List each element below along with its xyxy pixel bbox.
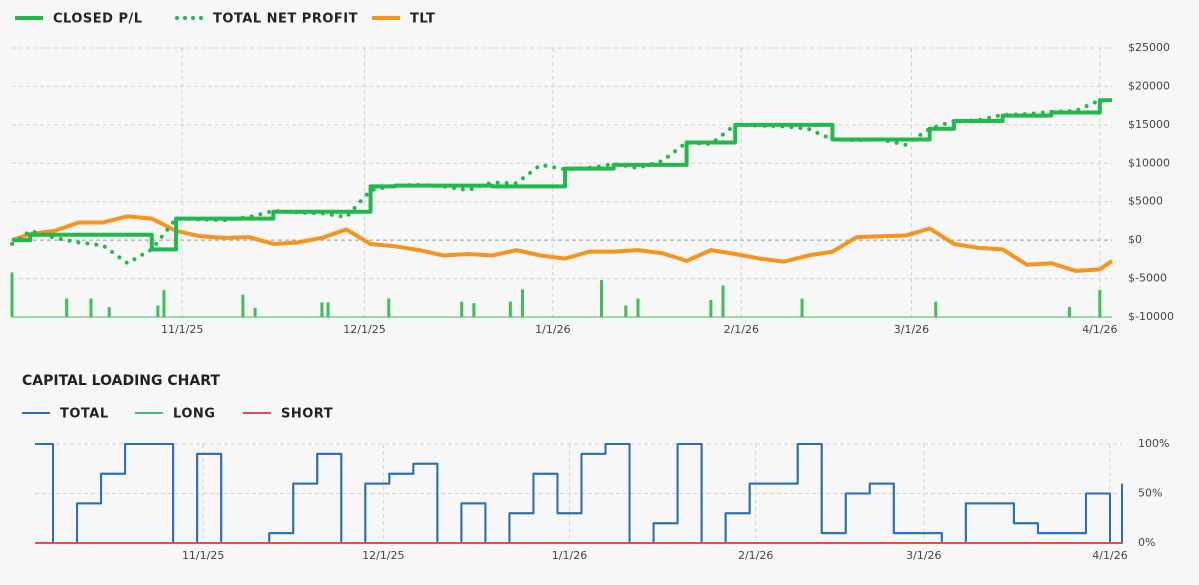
bar — [600, 280, 604, 317]
y-tick-label: 100% — [1138, 437, 1169, 450]
x-tick-label: 3/1/26 — [906, 549, 941, 562]
bar — [800, 298, 804, 317]
bar — [10, 272, 14, 317]
x-tick-label: 11/1/25 — [161, 323, 203, 336]
bar — [107, 307, 111, 317]
x-tick-label: 1/1/26 — [552, 549, 587, 562]
legend-label: SHORT — [281, 407, 333, 422]
bar — [65, 298, 69, 317]
y-tick-label: 0% — [1138, 536, 1155, 549]
x-tick-label: 1/1/26 — [535, 323, 570, 336]
x-tick-label: 2/1/26 — [738, 549, 773, 562]
series-line — [12, 98, 1112, 252]
y-tick-label: $-5000 — [1128, 272, 1167, 285]
chart-title: CAPITAL LOADING CHART — [22, 373, 220, 389]
y-tick-label: $20000 — [1128, 79, 1170, 92]
bar — [460, 301, 464, 317]
bar — [387, 298, 391, 317]
series-line — [11, 214, 1114, 273]
bar — [162, 290, 166, 317]
bar — [1098, 290, 1102, 317]
x-tick-label: 4/1/26 — [1082, 323, 1117, 336]
legend-label: TLT — [410, 12, 435, 27]
bar — [326, 302, 330, 317]
bar — [624, 305, 628, 317]
bar — [320, 302, 324, 317]
legend-label: TOTAL NET PROFIT — [213, 12, 358, 27]
bar — [89, 298, 93, 317]
x-tick-label: 12/1/25 — [343, 323, 385, 336]
legend-label: CLOSED P/L — [53, 12, 143, 27]
bar — [241, 294, 245, 317]
y-tick-label: $15000 — [1128, 118, 1170, 131]
bar — [721, 285, 725, 317]
bar — [472, 303, 476, 317]
bar — [709, 300, 713, 317]
y-tick-label: $0 — [1128, 233, 1142, 246]
x-tick-label: 4/1/26 — [1092, 549, 1127, 562]
x-tick-label: 12/1/25 — [362, 549, 404, 562]
y-tick-label: $10000 — [1128, 156, 1170, 169]
y-tick-label: 50% — [1138, 487, 1162, 500]
bar — [1067, 307, 1071, 317]
bar — [508, 301, 512, 317]
legend-label: LONG — [173, 407, 215, 422]
y-tick-label: $-10000 — [1128, 310, 1174, 323]
bar — [156, 305, 160, 317]
series-line — [10, 98, 1114, 266]
legend-label: TOTAL — [60, 407, 109, 422]
bar — [253, 307, 257, 317]
y-tick-label: $5000 — [1128, 195, 1163, 208]
x-tick-label: 11/1/25 — [182, 549, 224, 562]
x-tick-label: 2/1/26 — [724, 323, 759, 336]
x-tick-label: 3/1/26 — [894, 323, 929, 336]
y-tick-label: $25000 — [1128, 41, 1170, 54]
series-line — [35, 443, 1123, 544]
bar — [934, 301, 938, 317]
bar — [520, 289, 524, 317]
bar — [636, 298, 640, 317]
